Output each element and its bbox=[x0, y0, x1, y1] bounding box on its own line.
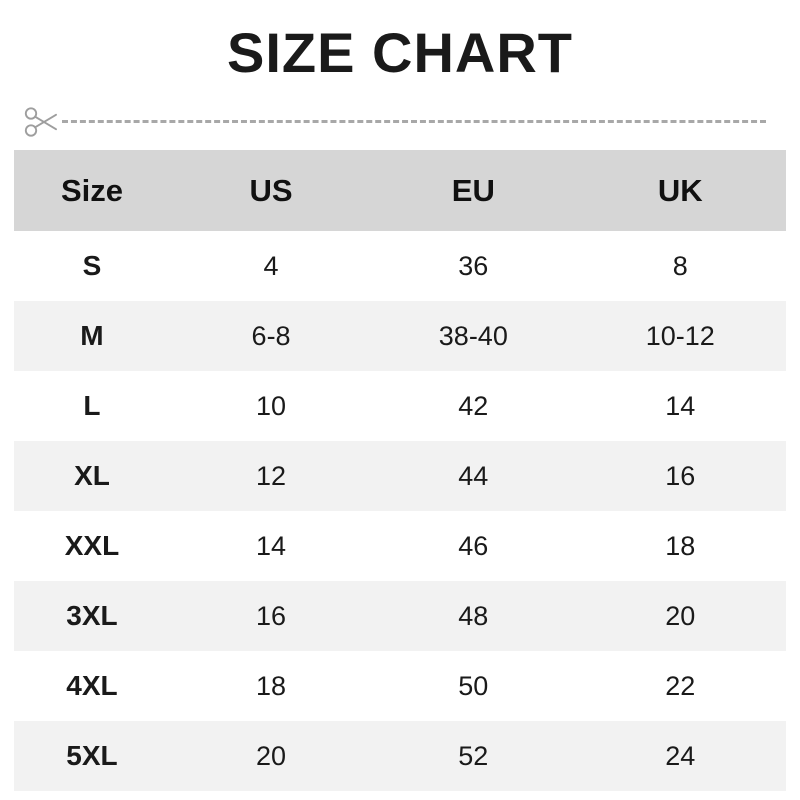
table-row: 4XL 18 50 22 bbox=[14, 651, 786, 721]
table-row: 5XL 20 52 24 bbox=[14, 721, 786, 791]
cell-us: 18 bbox=[169, 651, 373, 721]
table-row: S 4 36 8 bbox=[14, 231, 786, 301]
cell-eu: 52 bbox=[372, 721, 575, 791]
cell-uk: 8 bbox=[574, 231, 786, 301]
dashed-cut-line bbox=[62, 120, 766, 123]
cell-eu: 50 bbox=[372, 651, 575, 721]
cut-line bbox=[22, 104, 774, 140]
cell-size: L bbox=[14, 371, 170, 441]
table-row: XL 12 44 16 bbox=[14, 441, 786, 511]
cell-size: M bbox=[14, 301, 170, 371]
cell-uk: 22 bbox=[574, 651, 786, 721]
column-header-size: Size bbox=[14, 150, 170, 231]
cell-eu: 42 bbox=[372, 371, 575, 441]
cell-us: 12 bbox=[169, 441, 373, 511]
cell-us: 16 bbox=[169, 581, 373, 651]
column-header-eu: EU bbox=[372, 150, 575, 231]
size-chart-table: Size US EU UK S 4 36 8 M 6-8 38-40 10-12… bbox=[14, 150, 786, 791]
cell-us: 20 bbox=[169, 721, 373, 791]
page-title: SIZE CHART bbox=[227, 21, 573, 84]
cell-size: XL bbox=[14, 441, 170, 511]
cell-uk: 20 bbox=[574, 581, 786, 651]
cell-eu: 38-40 bbox=[372, 301, 575, 371]
table-row: L 10 42 14 bbox=[14, 371, 786, 441]
cell-us: 10 bbox=[169, 371, 373, 441]
table-body: S 4 36 8 M 6-8 38-40 10-12 L 10 42 14 XL… bbox=[14, 231, 786, 791]
table-row: 3XL 16 48 20 bbox=[14, 581, 786, 651]
column-header-us: US bbox=[169, 150, 373, 231]
cell-uk: 18 bbox=[574, 511, 786, 581]
cell-size: 5XL bbox=[14, 721, 170, 791]
cell-uk: 16 bbox=[574, 441, 786, 511]
table-row: XXL 14 46 18 bbox=[14, 511, 786, 581]
column-header-uk: UK bbox=[574, 150, 786, 231]
table-header-row: Size US EU UK bbox=[14, 150, 786, 231]
cell-uk: 24 bbox=[574, 721, 786, 791]
cell-eu: 44 bbox=[372, 441, 575, 511]
cell-us: 14 bbox=[169, 511, 373, 581]
cell-uk: 10-12 bbox=[574, 301, 786, 371]
cell-us: 6-8 bbox=[169, 301, 373, 371]
cell-eu: 36 bbox=[372, 231, 575, 301]
cell-us: 4 bbox=[169, 231, 373, 301]
cell-uk: 14 bbox=[574, 371, 786, 441]
cell-eu: 48 bbox=[372, 581, 575, 651]
scissors-icon bbox=[24, 107, 57, 137]
cell-eu: 46 bbox=[372, 511, 575, 581]
cell-size: 3XL bbox=[14, 581, 170, 651]
cell-size: 4XL bbox=[14, 651, 170, 721]
cell-size: S bbox=[14, 231, 170, 301]
table-row: M 6-8 38-40 10-12 bbox=[14, 301, 786, 371]
cell-size: XXL bbox=[14, 511, 170, 581]
